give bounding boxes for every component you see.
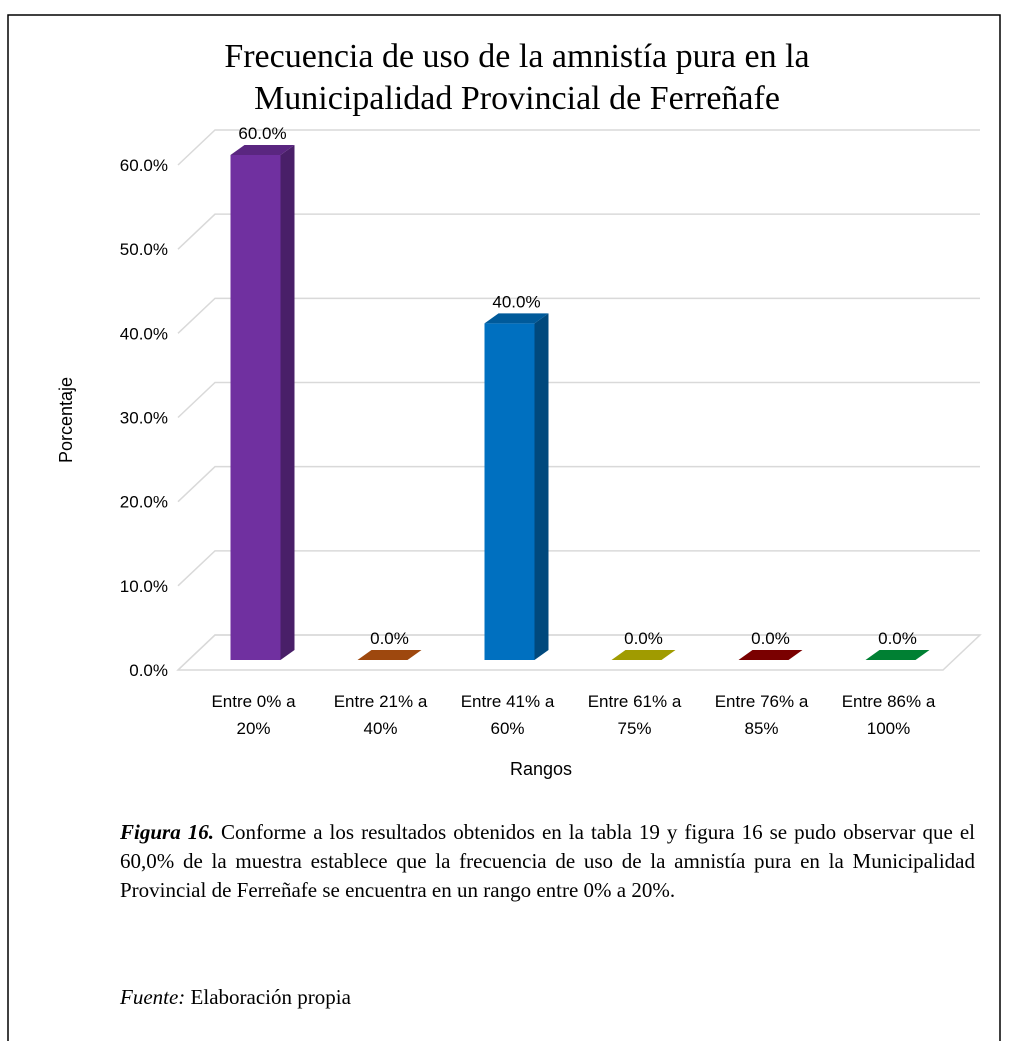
y-tick-label: 50.0% bbox=[120, 240, 168, 259]
bar bbox=[230, 145, 295, 660]
grid-line bbox=[177, 634, 980, 671]
bar bbox=[738, 650, 803, 660]
bar-face bbox=[280, 145, 295, 660]
x-tick-label: Entre 21% a 40% bbox=[333, 692, 428, 738]
grid-line bbox=[177, 550, 980, 587]
x-tick-label: Entre 61% a 75% bbox=[587, 692, 682, 738]
bar-face bbox=[534, 313, 549, 660]
bar-face bbox=[865, 650, 930, 660]
bar-face bbox=[357, 650, 422, 660]
y-tick-label: 0.0% bbox=[129, 661, 168, 680]
value-label: 0.0% bbox=[624, 629, 663, 648]
y-tick-label: 30.0% bbox=[120, 409, 168, 428]
grid-line bbox=[177, 297, 980, 334]
y-tick-label: 40.0% bbox=[120, 324, 168, 343]
x-tick-label: Entre 86% a 100% bbox=[841, 692, 936, 738]
bar-face bbox=[230, 145, 295, 155]
value-label: 0.0% bbox=[878, 629, 917, 648]
value-label: 0.0% bbox=[370, 629, 409, 648]
floor bbox=[176, 634, 982, 671]
grid-line bbox=[177, 129, 980, 166]
grid-line bbox=[177, 381, 980, 419]
bar-face bbox=[611, 650, 676, 660]
chart-title: Frecuencia de uso de la amnistía pura en… bbox=[224, 38, 810, 117]
source-label: Fuente: bbox=[120, 985, 186, 1009]
y-axis-label: Porcentaje bbox=[56, 377, 76, 463]
frame bbox=[7, 14, 1001, 1041]
value-label: 40.0% bbox=[492, 292, 540, 311]
value-label: 0.0% bbox=[751, 629, 790, 648]
bar bbox=[611, 650, 676, 660]
bar bbox=[865, 650, 930, 660]
bar-face bbox=[230, 155, 281, 660]
y-tick-label: 60.0% bbox=[120, 156, 168, 175]
grid-line bbox=[177, 213, 980, 250]
y-tick-label: 10.0% bbox=[120, 577, 168, 596]
bar-face bbox=[484, 313, 549, 324]
x-axis-label: Rangos bbox=[509, 759, 573, 779]
source: Fuente: Elaboración propia bbox=[120, 985, 351, 1010]
bar-face bbox=[738, 650, 803, 660]
bar-face bbox=[484, 323, 535, 660]
source-text: Elaboración propia bbox=[190, 985, 351, 1009]
y-tick-label: 20.0% bbox=[120, 493, 168, 512]
bar bbox=[357, 650, 422, 660]
caption-label: Figura 16. bbox=[120, 820, 214, 844]
bar bbox=[484, 313, 549, 660]
caption: Figura 16. Conforme a los resultados obt… bbox=[120, 818, 975, 905]
x-tick-label: Entre 41% a 60% bbox=[460, 692, 555, 738]
caption-text: Conforme a los resultados obtenidos en l… bbox=[120, 820, 975, 902]
grid-line bbox=[177, 465, 980, 503]
x-tick-label: Entre 0% a 20% bbox=[211, 692, 296, 738]
value-label: 60.0% bbox=[238, 124, 286, 143]
x-tick-label: Entre 76% a 85% bbox=[714, 692, 809, 738]
